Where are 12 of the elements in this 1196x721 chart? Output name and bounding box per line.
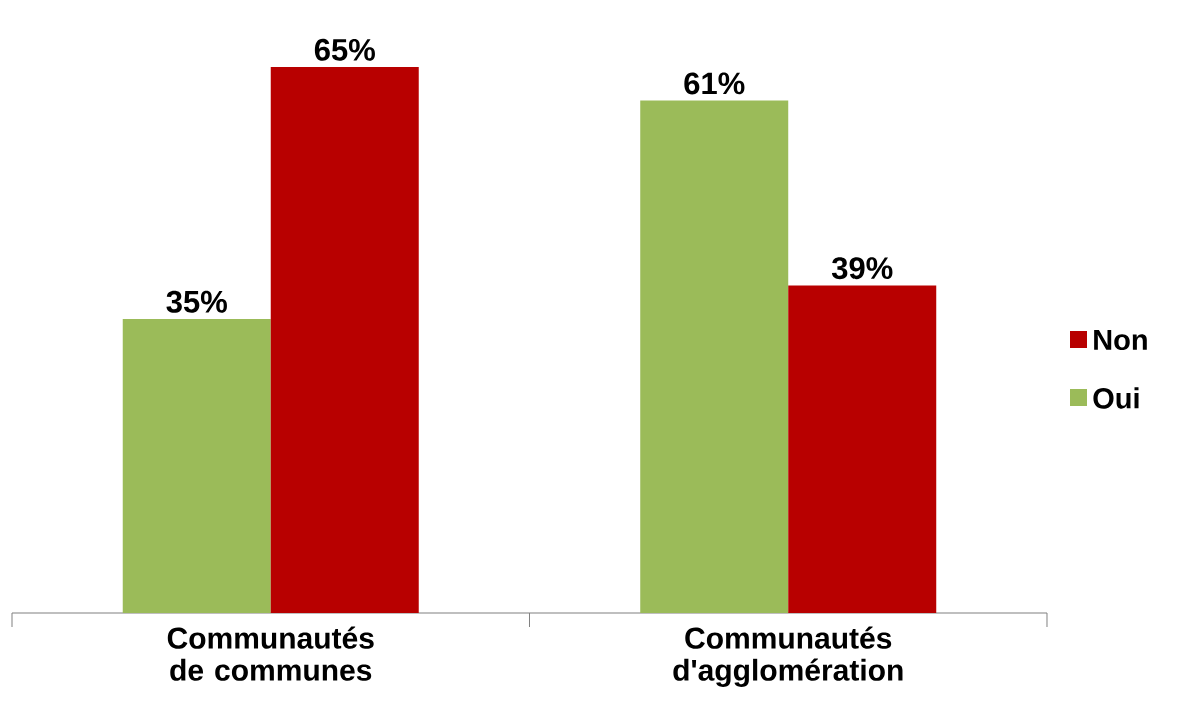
bar: [270, 67, 419, 613]
bar: [122, 319, 271, 613]
bar: [788, 285, 937, 613]
legend-label: Oui: [1093, 387, 1139, 409]
x-tick-label: Communautés de communes: [167, 626, 374, 681]
data-label: 65%: [314, 38, 375, 61]
data-label: 35%: [166, 290, 227, 313]
data-label: 39%: [831, 257, 893, 280]
x-tick-label: Communautés d'agglomération: [673, 626, 903, 687]
legend-label: Non: [1094, 329, 1147, 351]
bar: [640, 100, 789, 613]
data-label: 61%: [684, 72, 745, 95]
